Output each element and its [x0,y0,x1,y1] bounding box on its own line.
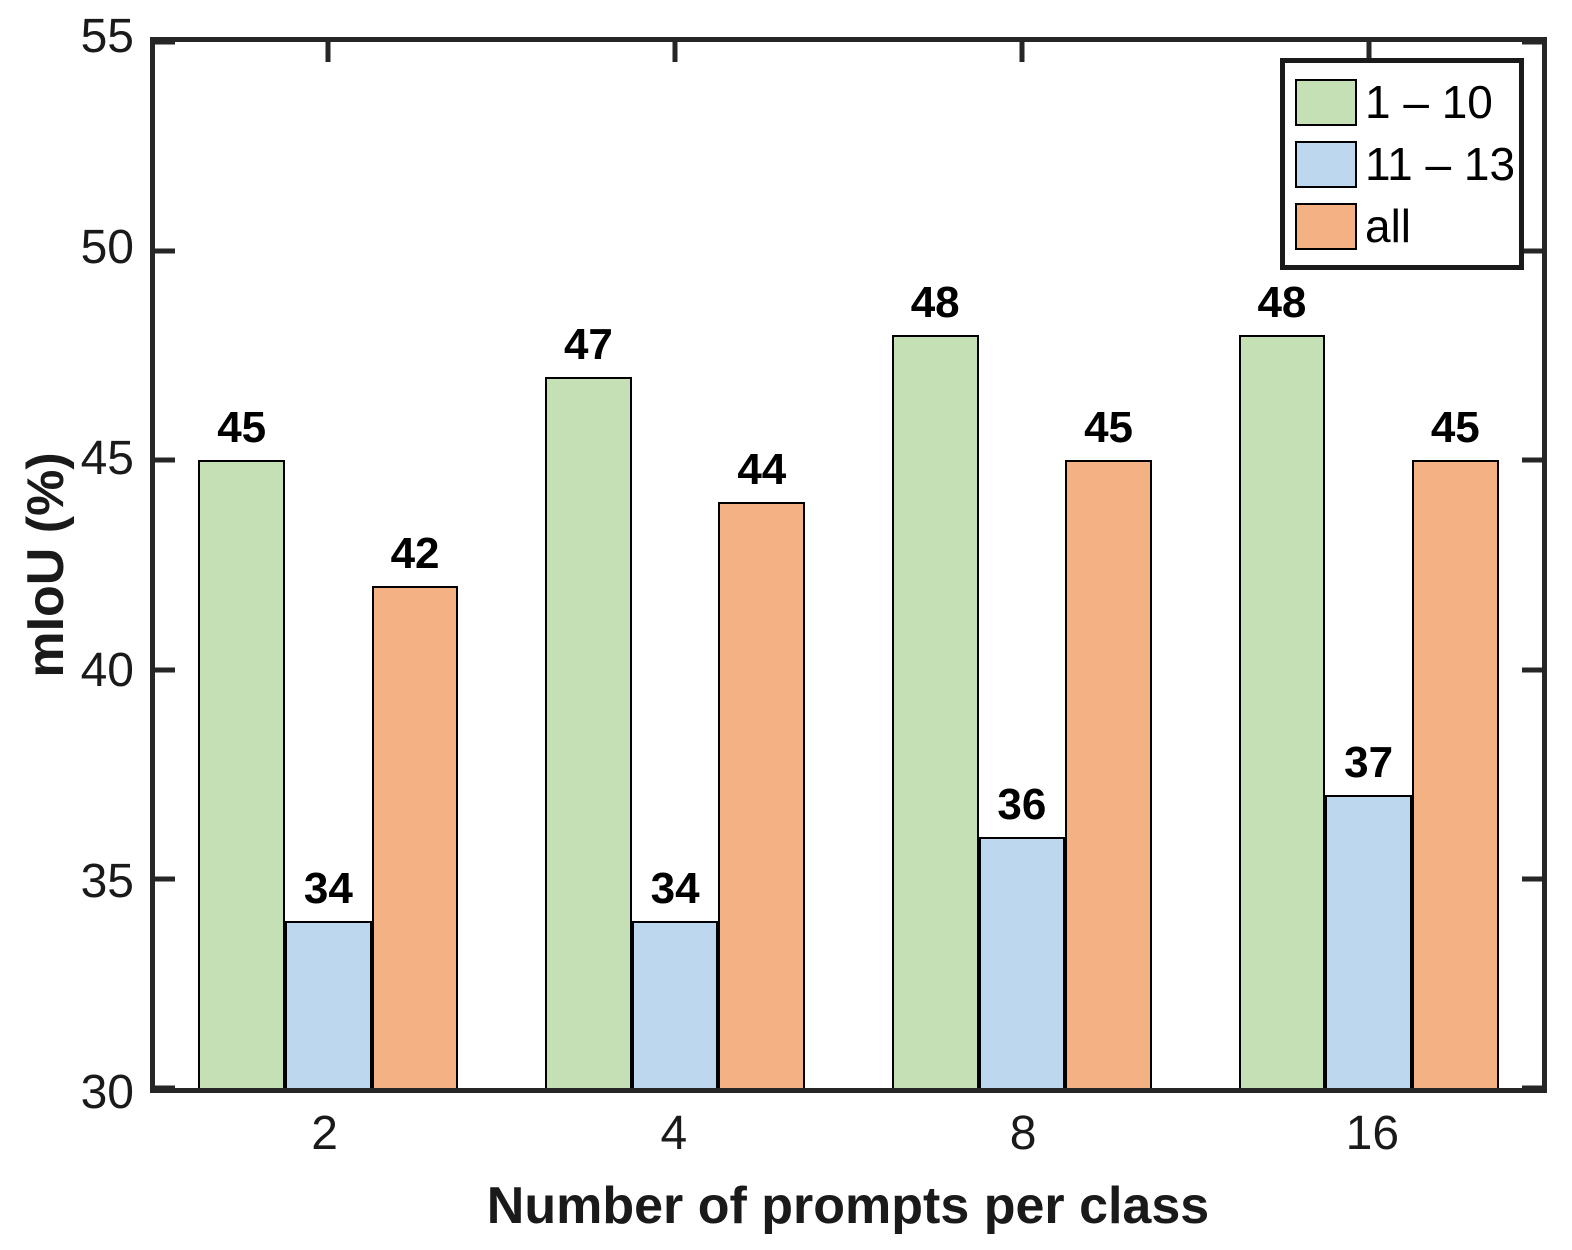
y-axis-tick-labels: 30 35 40 45 50 55 [0,13,134,1117]
x-axis-tick-labels: 2 4 8 16 [150,1110,1547,1170]
bar-1–10-x2 [198,460,286,1088]
bar-value-label: 42 [390,528,440,578]
y-axis-tick [155,457,175,463]
bar-11–13-x2 [285,920,372,1088]
legend-swatch-icon [1295,78,1357,126]
legend-item: 11 – 13 [1295,133,1515,195]
y-axis-tick-label: 35 [80,854,134,908]
y-axis-tick-label: 50 [80,221,134,275]
y-axis-tick [155,248,175,254]
bar-11–13-x16 [1325,795,1412,1088]
legend-item: 1 – 10 [1295,71,1509,133]
x-axis-tick-label: 8 [1009,1107,1037,1160]
y-axis-tick [1522,39,1542,45]
bar-value-label: 44 [737,445,787,495]
legend-label: 11 – 13 [1365,138,1516,190]
bar-value-label: 34 [650,863,700,913]
bar-1–10-x8 [891,334,979,1088]
bar-all-x2 [371,585,459,1088]
bar-value-label: 45 [1430,403,1480,453]
y-axis-tick [155,876,175,882]
legend-item: all [1295,195,1509,257]
y-axis-tick-label: 45 [80,432,134,486]
bar-value-label: 45 [217,403,267,453]
bar-1–10-x4 [545,376,632,1088]
bar-all-x16 [1411,460,1499,1088]
bar-1–10-x16 [1238,334,1326,1088]
bar-11–13-x4 [631,920,719,1088]
legend-swatch-icon [1295,202,1357,250]
bar-value-label: 37 [1344,738,1394,788]
x-axis-tick [1366,42,1372,62]
y-axis-tick-label: 40 [80,643,134,697]
bar-value-label: 34 [303,863,353,913]
y-axis-tick [155,39,175,45]
x-axis-tick-label: 2 [311,1107,338,1160]
x-axis-tick-label: 16 [1345,1107,1400,1160]
legend-label: 1 – 10 [1365,76,1493,128]
y-axis-tick-label: 30 [80,1066,134,1119]
y-axis-tick-label: 55 [80,10,134,63]
bar-value-label: 48 [910,277,960,327]
legend-label: all [1365,200,1412,252]
y-axis-tick [155,667,175,673]
x-axis-tick [1019,42,1025,62]
bar-value-label: 48 [1257,277,1307,327]
legend-swatch-icon [1295,140,1357,188]
bar-11–13-x8 [978,836,1066,1088]
bar-all-x8 [1065,460,1152,1088]
legend: 1 – 10 11 – 13 all [1280,58,1524,270]
x-axis-tick [672,42,678,62]
x-axis-tick-label: 4 [660,1107,688,1160]
y-axis-tick [1522,248,1542,254]
y-axis-tick [1522,1085,1542,1091]
x-axis-title: Number of prompts per class [486,1177,1210,1235]
x-axis-tick [325,42,331,62]
y-axis-tick [1522,457,1542,463]
bar-all-x4 [718,502,806,1088]
y-axis-tick [1522,667,1542,673]
y-axis-tick [155,1085,175,1091]
y-axis-tick [1522,876,1542,882]
bar-value-label: 47 [563,319,613,369]
bar-value-label: 36 [997,779,1047,829]
bar-value-label: 45 [1084,403,1134,453]
